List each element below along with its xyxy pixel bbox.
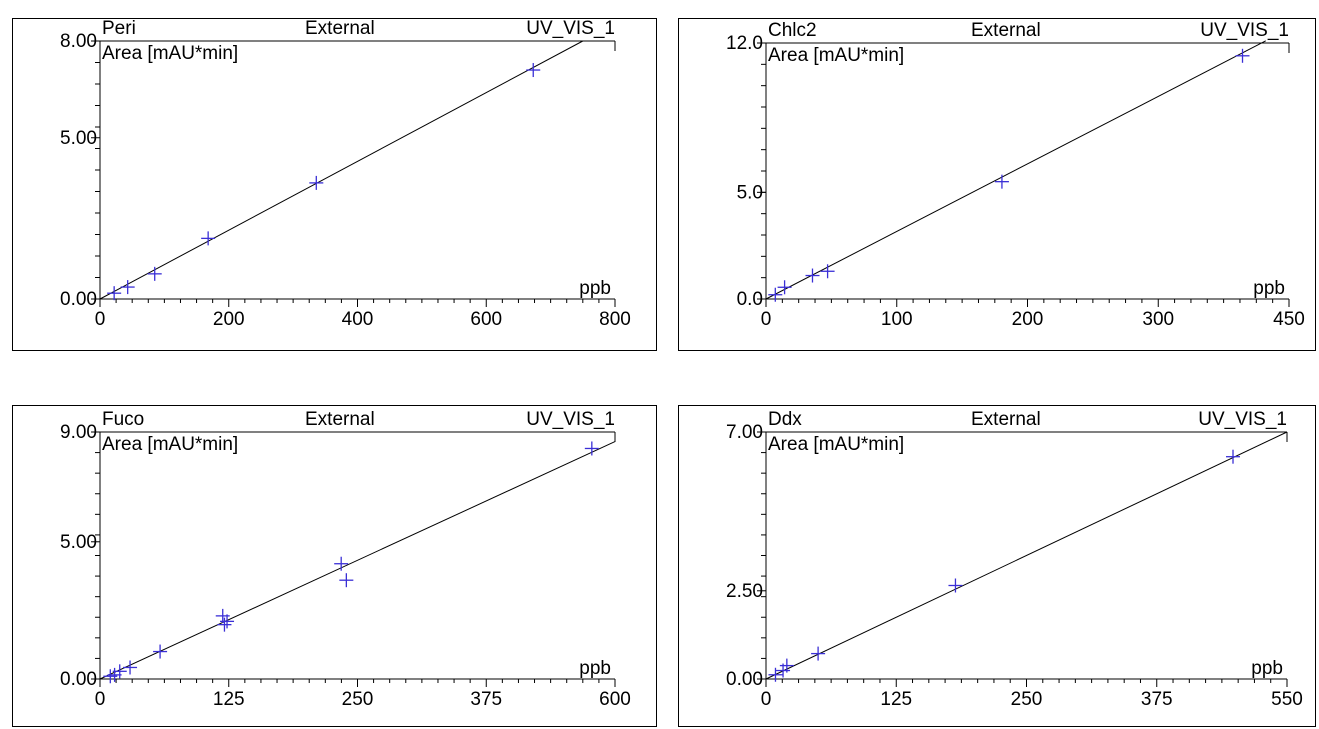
x-tick-label: 0 <box>761 309 772 330</box>
y-axis-label: Area [mAU*min] <box>102 434 239 455</box>
y-tick-label: 5.00 <box>60 128 97 149</box>
detector-channel: UV_VIS_1 <box>1200 20 1289 41</box>
y-axis-label: Area [mAU*min] <box>768 45 905 66</box>
x-tick-label: 600 <box>470 309 502 330</box>
plot-svg: 0 200 400 600 800 0.00 5.00 8.00 <box>60 31 631 330</box>
x-tick-label: 125 <box>213 689 245 710</box>
y-tick-label: 9.00 <box>60 422 97 443</box>
x-tick-label: 0 <box>95 309 106 330</box>
chart-title: Ddx <box>768 409 802 430</box>
y-tick-label: 0.00 <box>60 669 97 690</box>
data-point <box>123 660 138 675</box>
plot-svg: 0 125 250 375 600 0.00 5.00 9.00 <box>60 422 631 710</box>
x-tick-label: 300 <box>1142 309 1174 330</box>
chart-title: Fuco <box>102 409 145 430</box>
y-axis-label: Area [mAU*min] <box>768 434 905 455</box>
x-tick-label: 800 <box>599 309 631 330</box>
x-axis-unit: ppb <box>1251 658 1283 679</box>
y-tick-label: 5.00 <box>60 532 97 553</box>
detector-channel: UV_VIS_1 <box>1198 409 1287 430</box>
data-point <box>805 268 820 283</box>
x-tick-label: 125 <box>880 689 912 710</box>
x-tick-label: 200 <box>213 309 245 330</box>
y-tick-label: 12.0 <box>726 33 763 54</box>
y-axis-label: Area [mAU*min] <box>102 43 239 64</box>
calibration-fit-line <box>765 40 1266 300</box>
calibration-fit-line <box>99 40 584 300</box>
data-point <box>994 174 1009 189</box>
chart-panel-ddx: Ddx External UV_VIS_1 Area [mAU*min] ppb 0 125… <box>678 405 1316 727</box>
data-point <box>339 573 354 588</box>
x-tick-label: 400 <box>342 309 374 330</box>
y-tick-label: 8.00 <box>60 31 97 52</box>
x-tick-label: 375 <box>470 689 502 710</box>
data-point <box>779 658 794 673</box>
plot-svg: 0 125 250 375 550 0.00 2.50 7.00 <box>726 422 1303 710</box>
calibration-fit-line <box>765 431 1288 680</box>
x-tick-label: 0 <box>95 689 106 710</box>
chart-panel-peri: Peri External UV_VIS_1 Area [mAU*min] ppb 0 20… <box>12 18 657 351</box>
y-tick-label: 0.00 <box>726 669 763 690</box>
data-point <box>112 664 127 679</box>
data-point <box>220 614 235 629</box>
y-tick-label: 0.00 <box>60 289 97 310</box>
chart-panel-fuco: Fuco External UV_VIS_1 Area [mAU*min] ppb 0 12… <box>12 405 657 727</box>
data-point <box>1226 449 1241 464</box>
data-point <box>147 266 162 281</box>
x-tick-label: 375 <box>1141 689 1173 710</box>
data-point <box>309 175 324 190</box>
y-tick-label: 5.0 <box>737 182 763 203</box>
x-tick-label: 550 <box>1271 689 1303 710</box>
chart-title: Peri <box>102 18 136 39</box>
x-axis-unit: ppb <box>579 658 611 679</box>
data-point <box>153 644 168 659</box>
data-point <box>526 63 541 78</box>
y-tick-label: 2.50 <box>726 581 763 602</box>
x-tick-label: 450 <box>1273 309 1305 330</box>
data-point <box>1235 48 1250 63</box>
calibration-method: External <box>305 409 375 430</box>
data-point <box>217 617 232 632</box>
calibration-method: External <box>305 18 375 39</box>
plot-svg: 0 100 200 300 450 0.0 5.0 12.0 <box>726 33 1305 330</box>
calibration-method: External <box>971 20 1041 41</box>
data-point <box>201 231 216 246</box>
x-tick-label: 250 <box>342 689 374 710</box>
y-tick-label: 0.0 <box>737 289 763 310</box>
data-point <box>584 441 599 456</box>
data-point <box>777 280 792 295</box>
data-point <box>811 646 826 661</box>
x-tick-label: 100 <box>881 309 913 330</box>
x-tick-label: 250 <box>1011 689 1043 710</box>
data-point <box>820 264 835 279</box>
data-point <box>948 578 963 593</box>
x-axis-unit: ppb <box>1253 278 1285 299</box>
chart-title: Chlc2 <box>768 20 817 41</box>
x-tick-label: 0 <box>761 689 772 710</box>
data-point <box>120 280 135 295</box>
calibration-fit-line <box>99 441 616 680</box>
detector-channel: UV_VIS_1 <box>526 18 615 39</box>
calibration-method: External <box>971 409 1041 430</box>
detector-channel: UV_VIS_1 <box>526 409 615 430</box>
data-point <box>334 556 349 571</box>
x-tick-label: 200 <box>1012 309 1044 330</box>
data-point <box>107 286 122 301</box>
x-tick-label: 600 <box>599 689 631 710</box>
y-tick-label: 7.00 <box>726 422 763 443</box>
chart-panel-chlc2: Chlc2 External UV_VIS_1 Area [mAU*min] ppb 0 1… <box>678 18 1316 351</box>
data-point <box>768 667 783 682</box>
x-axis-unit: ppb <box>579 278 611 299</box>
data-point <box>768 287 783 302</box>
